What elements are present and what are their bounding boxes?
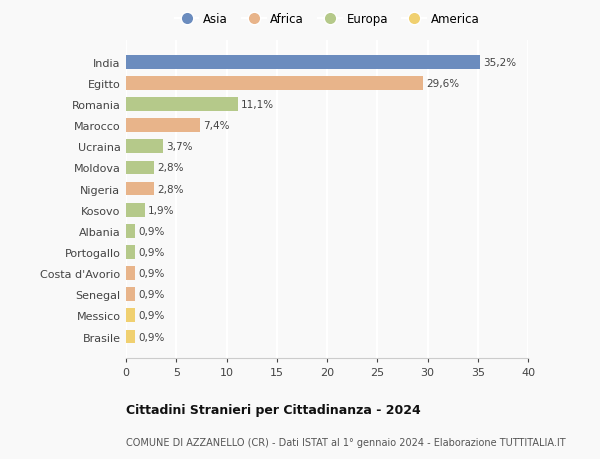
Bar bbox=[126, 246, 135, 259]
Text: 11,1%: 11,1% bbox=[241, 100, 274, 110]
Text: Cittadini Stranieri per Cittadinanza - 2024: Cittadini Stranieri per Cittadinanza - 2… bbox=[126, 403, 421, 416]
Bar bbox=[126, 330, 135, 344]
Text: 2,8%: 2,8% bbox=[157, 184, 184, 194]
Bar bbox=[126, 119, 200, 133]
Bar bbox=[126, 288, 135, 302]
Bar bbox=[126, 203, 145, 217]
Text: 0,9%: 0,9% bbox=[138, 332, 164, 342]
Bar bbox=[126, 182, 154, 196]
Text: 1,9%: 1,9% bbox=[148, 205, 175, 215]
Bar bbox=[126, 77, 424, 90]
Bar bbox=[126, 140, 163, 154]
Text: 7,4%: 7,4% bbox=[203, 121, 230, 131]
Text: 0,9%: 0,9% bbox=[138, 269, 164, 279]
Text: COMUNE DI AZZANELLO (CR) - Dati ISTAT al 1° gennaio 2024 - Elaborazione TUTTITAL: COMUNE DI AZZANELLO (CR) - Dati ISTAT al… bbox=[126, 437, 566, 447]
Bar bbox=[126, 56, 480, 69]
Text: 2,8%: 2,8% bbox=[157, 163, 184, 173]
Text: 3,7%: 3,7% bbox=[166, 142, 193, 152]
Text: 0,9%: 0,9% bbox=[138, 290, 164, 300]
Bar bbox=[126, 98, 238, 112]
Text: 29,6%: 29,6% bbox=[427, 78, 460, 89]
Text: 0,9%: 0,9% bbox=[138, 226, 164, 236]
Bar bbox=[126, 267, 135, 280]
Bar bbox=[126, 309, 135, 323]
Text: 0,9%: 0,9% bbox=[138, 311, 164, 321]
Text: 0,9%: 0,9% bbox=[138, 247, 164, 257]
Legend: Asia, Africa, Europa, America: Asia, Africa, Europa, America bbox=[171, 9, 483, 29]
Bar bbox=[126, 224, 135, 238]
Text: 35,2%: 35,2% bbox=[483, 57, 516, 67]
Bar bbox=[126, 161, 154, 175]
